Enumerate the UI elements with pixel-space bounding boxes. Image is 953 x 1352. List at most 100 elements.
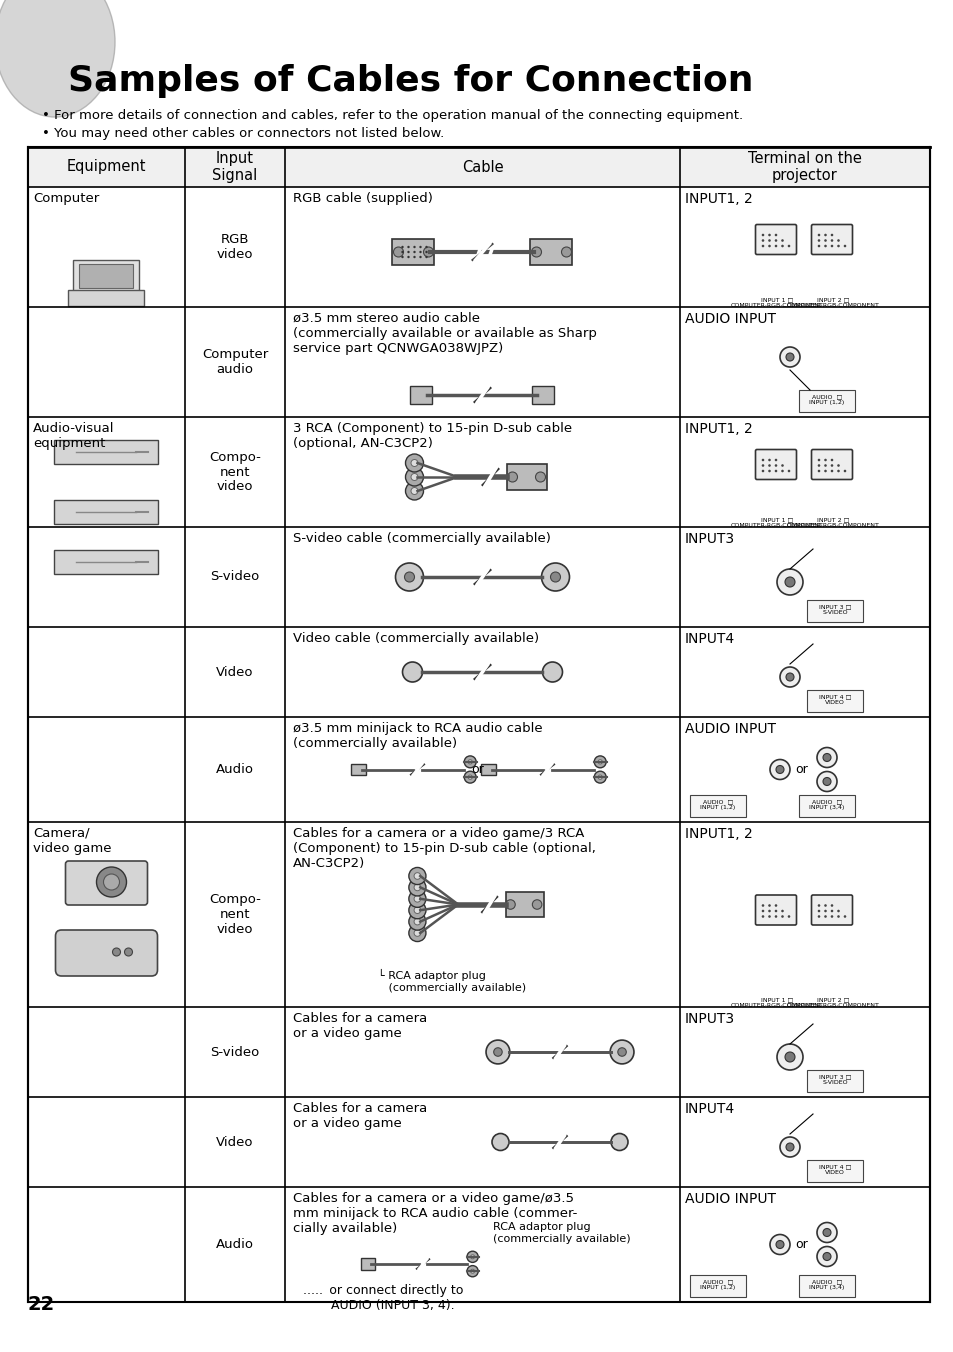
Text: Equipment: Equipment [67, 160, 146, 174]
Circle shape [760, 910, 763, 913]
Circle shape [542, 662, 562, 681]
Circle shape [817, 234, 820, 237]
Circle shape [411, 473, 417, 480]
Text: ø3.5 mm stereo audio cable
(commercially available or available as Sharp
service: ø3.5 mm stereo audio cable (commercially… [293, 312, 597, 356]
Bar [79, 264, 133, 288]
Circle shape [775, 765, 783, 773]
Circle shape [401, 251, 403, 253]
Text: or: or [795, 763, 807, 776]
Circle shape [409, 890, 425, 907]
Text: AUDIO  □
INPUT (1,2): AUDIO □ INPUT (1,2) [700, 1279, 735, 1290]
Ellipse shape [0, 0, 115, 118]
Text: Cables for a camera
or a video game: Cables for a camera or a video game [293, 1102, 427, 1130]
Circle shape [769, 1234, 789, 1255]
Circle shape [411, 488, 417, 495]
Text: Cables for a camera or a video game/ø3.5
mm minijack to RCA audio cable (commer-: Cables for a camera or a video game/ø3.5… [293, 1192, 577, 1234]
Text: INPUT 2 □
COMPUTER·RGB·COMPONENT: INPUT 2 □ COMPUTER·RGB·COMPONENT [785, 516, 879, 527]
Circle shape [774, 245, 777, 247]
Circle shape [409, 902, 425, 919]
Text: INPUT 4 □
VIDEO: INPUT 4 □ VIDEO [818, 1164, 850, 1175]
Text: Input
Signal: Input Signal [213, 151, 257, 184]
Bar [532, 387, 554, 404]
Bar [530, 239, 572, 265]
Circle shape [535, 472, 545, 483]
FancyBboxPatch shape [55, 930, 157, 976]
Circle shape [760, 469, 763, 472]
Circle shape [837, 910, 839, 913]
Circle shape [781, 464, 783, 466]
Circle shape [112, 948, 120, 956]
Circle shape [774, 239, 777, 242]
Bar [360, 1259, 375, 1270]
Circle shape [395, 562, 423, 591]
Circle shape [774, 464, 777, 466]
Circle shape [816, 1247, 836, 1267]
Bar [28, 147, 929, 1302]
Circle shape [842, 469, 845, 472]
Text: or: or [471, 763, 483, 776]
Text: or: or [795, 1238, 807, 1251]
Circle shape [837, 464, 839, 466]
Circle shape [464, 771, 476, 783]
Circle shape [468, 760, 472, 764]
Bar [799, 795, 854, 817]
Circle shape [787, 245, 789, 247]
Bar [480, 764, 496, 776]
Text: INPUT 1 □
COMPUTER·RGB·COMPONENT: INPUT 1 □ COMPUTER·RGB·COMPONENT [730, 516, 822, 527]
Circle shape [414, 907, 420, 914]
Circle shape [414, 918, 420, 925]
Text: Cable: Cable [461, 160, 503, 174]
Circle shape [781, 915, 783, 918]
Text: INPUT 4 □
VIDEO: INPUT 4 □ VIDEO [818, 695, 850, 706]
Text: Video: Video [216, 665, 253, 679]
Circle shape [781, 239, 783, 242]
Circle shape [594, 771, 605, 783]
Circle shape [787, 469, 789, 472]
Text: INPUT1, 2: INPUT1, 2 [684, 422, 752, 435]
Circle shape [817, 245, 820, 247]
Circle shape [774, 910, 777, 913]
Circle shape [780, 347, 800, 366]
Text: AUDIO  □
INPUT (1,2): AUDIO □ INPUT (1,2) [808, 395, 843, 406]
Text: Video: Video [216, 1136, 253, 1148]
Circle shape [822, 777, 830, 786]
Circle shape [830, 910, 832, 913]
Circle shape [402, 662, 422, 681]
Circle shape [823, 469, 826, 472]
Text: Audio: Audio [215, 763, 253, 776]
Circle shape [767, 469, 770, 472]
Text: INPUT 2 □
COMPUTER·RGB·COMPONENT: INPUT 2 □ COMPUTER·RGB·COMPONENT [785, 297, 879, 308]
Circle shape [760, 915, 763, 918]
Bar [806, 600, 862, 622]
Circle shape [837, 239, 839, 242]
FancyBboxPatch shape [755, 224, 796, 254]
Bar [689, 795, 745, 817]
Circle shape [822, 753, 830, 761]
Text: INPUT3: INPUT3 [684, 1013, 735, 1026]
Text: INPUT1, 2: INPUT1, 2 [684, 192, 752, 206]
Circle shape [413, 251, 416, 253]
Bar [185, 147, 285, 187]
Text: AUDIO  □
INPUT (3,4): AUDIO □ INPUT (3,4) [808, 1279, 843, 1290]
Circle shape [830, 915, 832, 918]
Circle shape [830, 239, 832, 242]
Text: RGB cable (supplied): RGB cable (supplied) [293, 192, 433, 206]
Text: AUDIO INPUT: AUDIO INPUT [684, 312, 775, 326]
Circle shape [485, 1040, 509, 1064]
Circle shape [830, 469, 832, 472]
Text: INPUT1, 2: INPUT1, 2 [684, 827, 752, 841]
Circle shape [774, 904, 777, 907]
Circle shape [780, 1137, 800, 1157]
Circle shape [413, 256, 416, 258]
Circle shape [775, 1241, 783, 1248]
Text: Video cable (commercially available): Video cable (commercially available) [293, 631, 538, 645]
Circle shape [467, 1265, 477, 1276]
Circle shape [103, 873, 119, 890]
Bar [806, 1160, 862, 1182]
Text: AUDIO  □
INPUT (3,4): AUDIO □ INPUT (3,4) [808, 799, 843, 810]
Text: Camera/
video game: Camera/ video game [33, 827, 112, 854]
Text: INPUT 1 □
COMPUTER·RGB·COMPONENT: INPUT 1 □ COMPUTER·RGB·COMPONENT [730, 297, 822, 308]
Circle shape [767, 239, 770, 242]
Circle shape [96, 867, 127, 896]
Text: Computer
audio: Computer audio [202, 347, 268, 376]
